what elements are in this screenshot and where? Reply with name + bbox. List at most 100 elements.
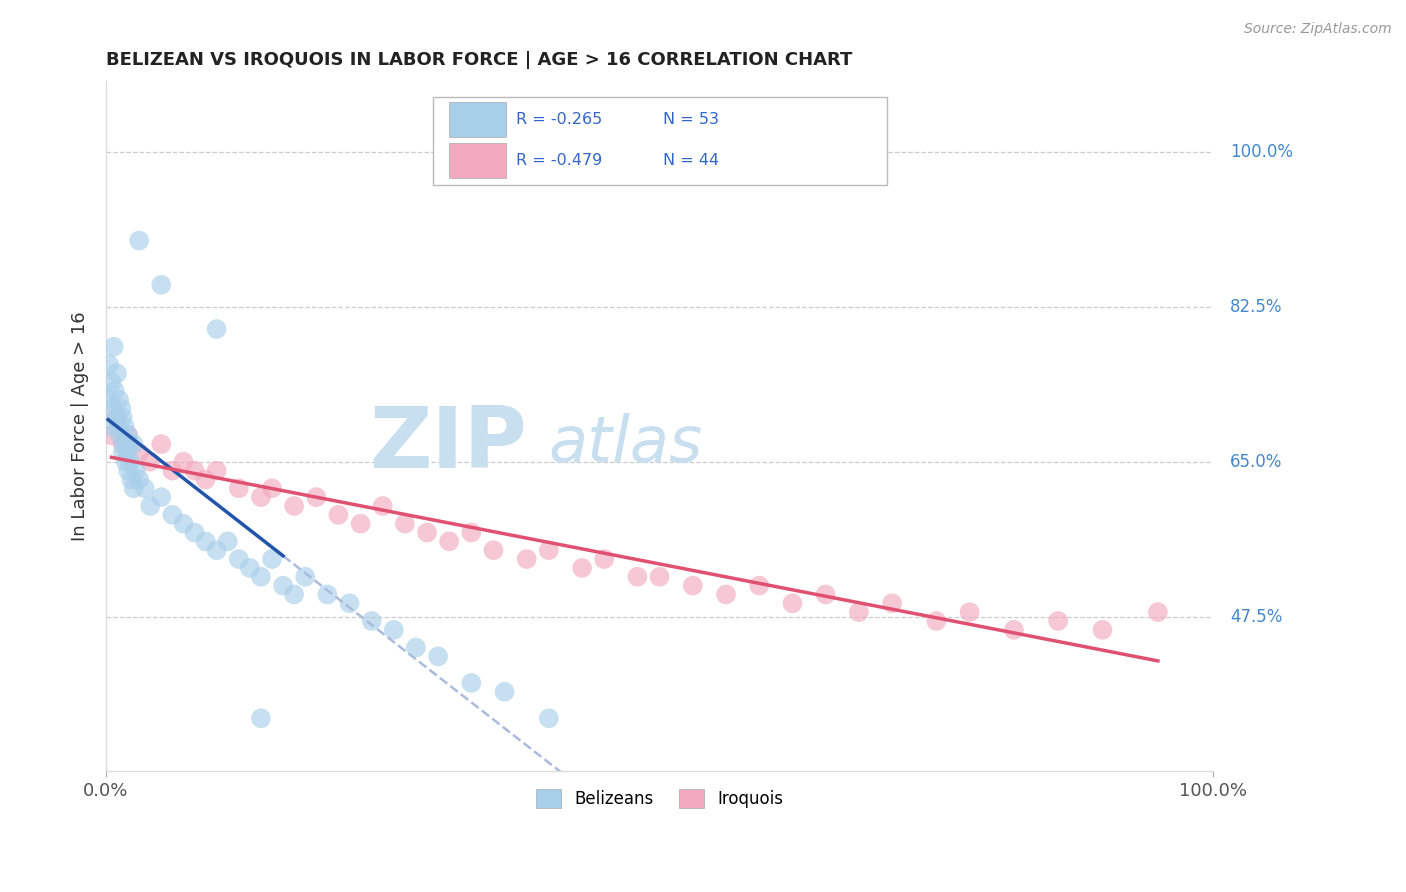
Point <box>283 587 305 601</box>
Point <box>482 543 505 558</box>
Point <box>782 596 804 610</box>
Text: R = -0.479: R = -0.479 <box>516 153 602 168</box>
Point <box>205 322 228 336</box>
Point <box>115 455 138 469</box>
Text: N = 44: N = 44 <box>662 153 718 168</box>
Point <box>205 464 228 478</box>
Point <box>103 340 125 354</box>
Point <box>101 401 124 416</box>
Point <box>120 472 142 486</box>
Point <box>250 711 273 725</box>
Text: atlas: atlas <box>548 413 703 475</box>
Point <box>115 446 138 460</box>
Point <box>111 446 134 460</box>
Point <box>128 446 150 460</box>
Point <box>626 570 648 584</box>
Point <box>228 552 250 566</box>
Point <box>394 516 416 531</box>
Point <box>104 410 127 425</box>
Point <box>371 499 394 513</box>
Point <box>328 508 350 522</box>
Point <box>271 579 294 593</box>
Point <box>105 410 128 425</box>
Point <box>107 419 129 434</box>
Point <box>162 464 184 478</box>
Point <box>260 481 283 495</box>
Point <box>105 366 128 380</box>
Point <box>111 437 134 451</box>
Point <box>260 552 283 566</box>
Point <box>98 419 121 434</box>
Point <box>183 525 205 540</box>
Point <box>117 464 139 478</box>
Point <box>339 596 361 610</box>
Text: 82.5%: 82.5% <box>1230 298 1282 316</box>
Point <box>571 561 593 575</box>
Point <box>305 490 328 504</box>
Point <box>537 711 560 725</box>
Point <box>814 587 837 601</box>
Point <box>460 525 482 540</box>
Point <box>194 534 217 549</box>
FancyBboxPatch shape <box>449 103 506 137</box>
Point <box>1091 623 1114 637</box>
Point <box>714 587 737 601</box>
Point <box>114 419 136 434</box>
Point <box>494 685 516 699</box>
Point <box>748 579 770 593</box>
Point <box>460 676 482 690</box>
Point <box>122 437 145 451</box>
Text: R = -0.265: R = -0.265 <box>516 112 602 128</box>
Point <box>925 614 948 628</box>
Point <box>172 516 194 531</box>
Point <box>128 472 150 486</box>
Text: BELIZEAN VS IROQUOIS IN LABOR FORCE | AGE > 16 CORRELATION CHART: BELIZEAN VS IROQUOIS IN LABOR FORCE | AG… <box>105 51 852 69</box>
Point <box>1047 614 1070 628</box>
Point <box>437 534 460 549</box>
Point <box>108 392 131 407</box>
Text: ZIP: ZIP <box>368 402 527 485</box>
Text: 47.5%: 47.5% <box>1230 607 1282 625</box>
Point <box>205 543 228 558</box>
FancyBboxPatch shape <box>449 143 506 178</box>
Text: 100.0%: 100.0% <box>1230 143 1294 161</box>
Point <box>120 455 142 469</box>
Point <box>139 455 162 469</box>
Point <box>360 614 382 628</box>
Text: 65.0%: 65.0% <box>1230 453 1282 471</box>
Point <box>112 437 135 451</box>
Point <box>110 401 132 416</box>
Point <box>1002 623 1025 637</box>
Point <box>97 392 120 407</box>
Point <box>183 464 205 478</box>
Point <box>134 481 156 495</box>
Point <box>104 384 127 398</box>
Point <box>250 490 273 504</box>
Point <box>228 481 250 495</box>
Point <box>118 437 141 451</box>
Point <box>150 490 173 504</box>
Point <box>316 587 339 601</box>
Point <box>100 428 122 442</box>
Point <box>194 472 217 486</box>
Point <box>239 561 262 575</box>
Point <box>537 543 560 558</box>
Text: N = 53: N = 53 <box>662 112 718 128</box>
Y-axis label: In Labor Force | Age > 16: In Labor Force | Age > 16 <box>72 311 89 541</box>
Point <box>682 579 704 593</box>
Point <box>294 570 316 584</box>
Legend: Belizeans, Iroquois: Belizeans, Iroquois <box>530 783 790 814</box>
Point <box>139 499 162 513</box>
Point <box>349 516 371 531</box>
Point <box>98 358 121 372</box>
Point <box>416 525 439 540</box>
Point <box>959 605 981 619</box>
Text: Source: ZipAtlas.com: Source: ZipAtlas.com <box>1244 22 1392 37</box>
Point <box>1147 605 1170 619</box>
Point <box>382 623 405 637</box>
Point <box>250 570 273 584</box>
Point <box>882 596 904 610</box>
Point <box>405 640 427 655</box>
Point <box>848 605 870 619</box>
Point <box>427 649 450 664</box>
